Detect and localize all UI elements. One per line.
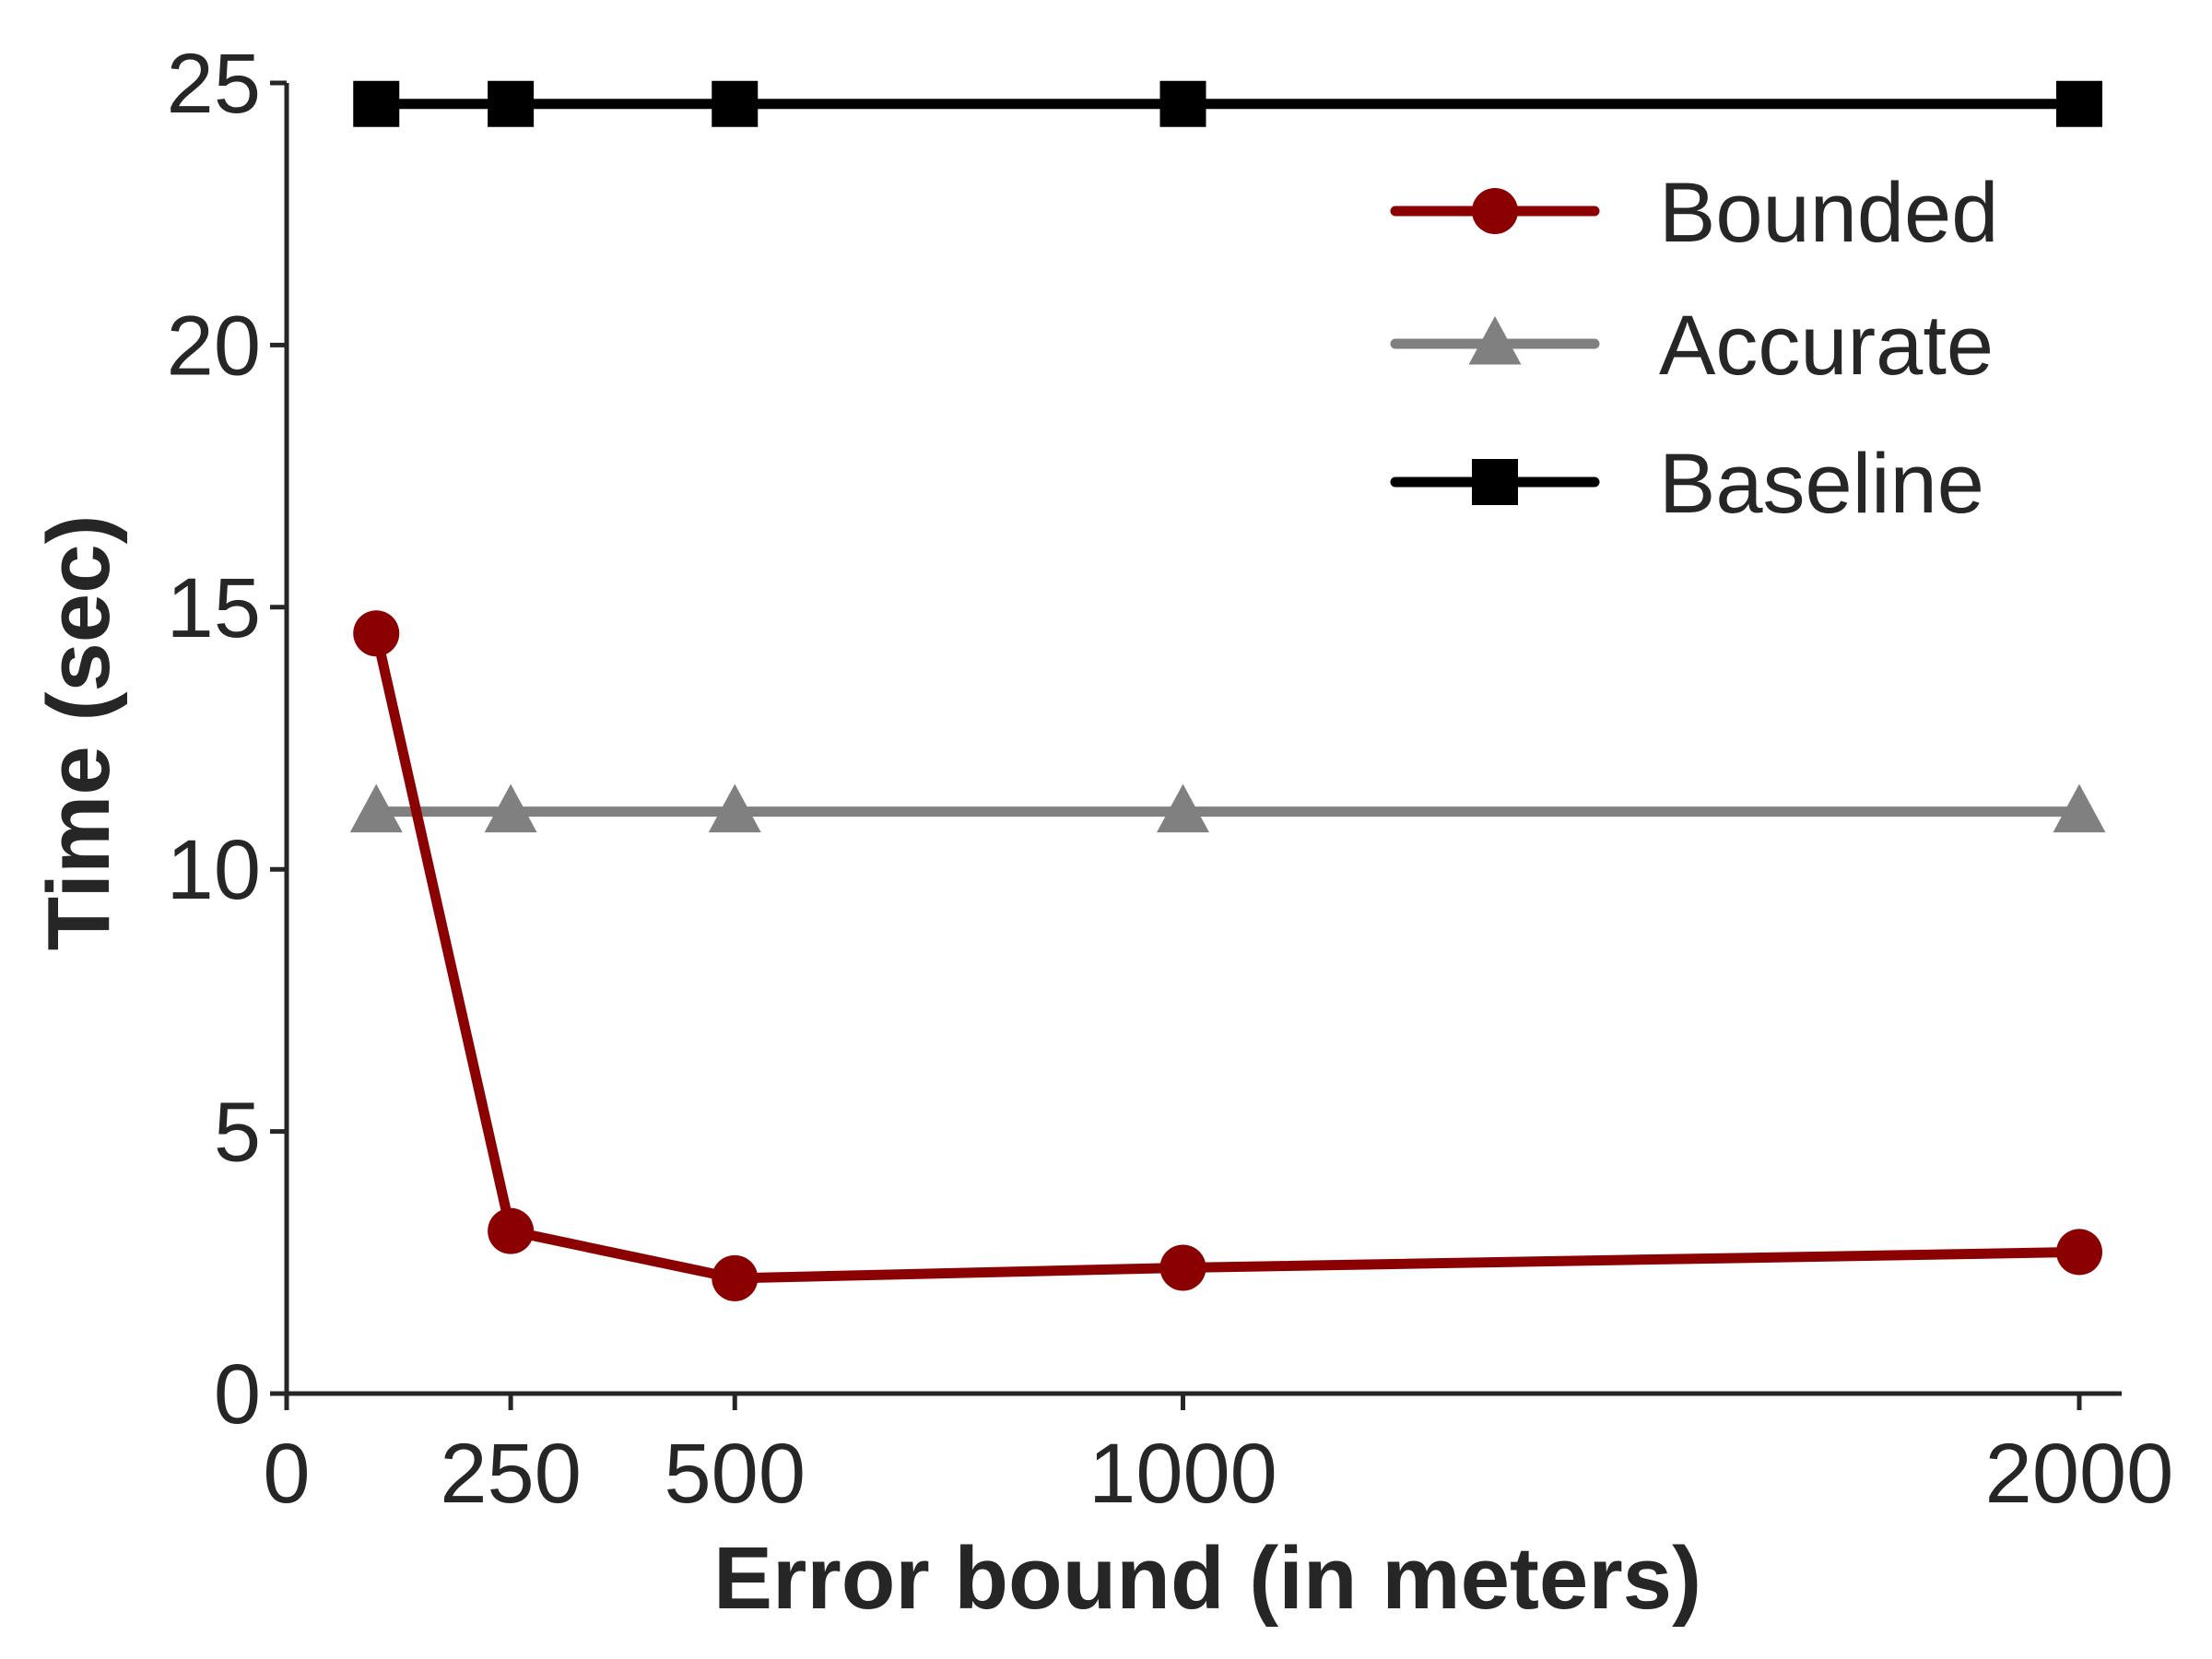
legend-item-bounded: Bounded [1390, 166, 1998, 260]
x-tick-label: 1000 [1088, 1427, 1277, 1521]
series-layer [349, 80, 2106, 1301]
legend-marker [1472, 188, 1518, 234]
legend: Bounded Accurate Baseline [1390, 166, 1998, 531]
y-tick-label: 10 [167, 823, 261, 917]
y-tick-label: 0 [214, 1347, 261, 1441]
data-point-baseline [2056, 80, 2102, 127]
data-point-bounded [488, 1207, 535, 1254]
data-point-baseline [712, 80, 759, 127]
data-point-accurate [2053, 783, 2106, 833]
legend-marker [1468, 316, 1522, 365]
y-tick-label: 15 [167, 561, 261, 655]
data-point-baseline [353, 80, 400, 127]
data-point-baseline [1159, 80, 1206, 127]
y-axis-title: Time (sec) [29, 514, 128, 950]
legend-marker [1472, 459, 1518, 505]
legend-label: Bounded [1659, 166, 1998, 260]
series-bounded [353, 610, 2102, 1301]
data-point-bounded [353, 610, 400, 657]
series-accurate [349, 783, 2106, 833]
data-point-accurate [708, 783, 761, 833]
x-axis-title: Error bound (in meters) [713, 1529, 1701, 1628]
series-baseline [353, 80, 2102, 127]
series-line-bounded [371, 628, 2085, 1284]
legend-label: Baseline [1659, 437, 1984, 531]
x-tick-label: 2000 [1985, 1427, 2174, 1521]
legend-item-accurate: Accurate [1390, 299, 1994, 393]
data-point-baseline [488, 80, 535, 127]
data-point-bounded [2056, 1229, 2102, 1276]
y-tick-label: 25 [167, 37, 261, 131]
legend-item-baseline: Baseline [1390, 437, 1984, 531]
x-tick-label: 250 [440, 1427, 582, 1521]
data-point-bounded [1159, 1244, 1206, 1291]
data-point-accurate [484, 783, 537, 833]
y-tick-label: 5 [214, 1086, 261, 1180]
data-point-accurate [1157, 783, 1209, 833]
x-tick-label: 500 [665, 1427, 806, 1521]
data-point-bounded [712, 1254, 759, 1301]
x-tick-label: 0 [263, 1427, 310, 1521]
legend-label: Accurate [1659, 299, 1994, 393]
y-tick-label: 20 [167, 299, 261, 393]
data-point-accurate [349, 783, 403, 833]
